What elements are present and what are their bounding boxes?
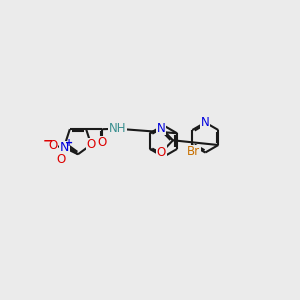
Text: NH: NH <box>109 122 126 135</box>
Text: O: O <box>48 139 58 152</box>
Text: N: N <box>60 141 69 154</box>
Text: O: O <box>86 138 96 151</box>
Text: O: O <box>157 146 166 159</box>
Text: O: O <box>56 153 66 166</box>
Text: O: O <box>98 136 107 149</box>
Text: N: N <box>201 116 210 129</box>
Text: +: + <box>65 138 73 148</box>
Text: −: − <box>43 134 53 147</box>
Text: N: N <box>157 122 166 135</box>
Text: Br: Br <box>187 146 200 158</box>
